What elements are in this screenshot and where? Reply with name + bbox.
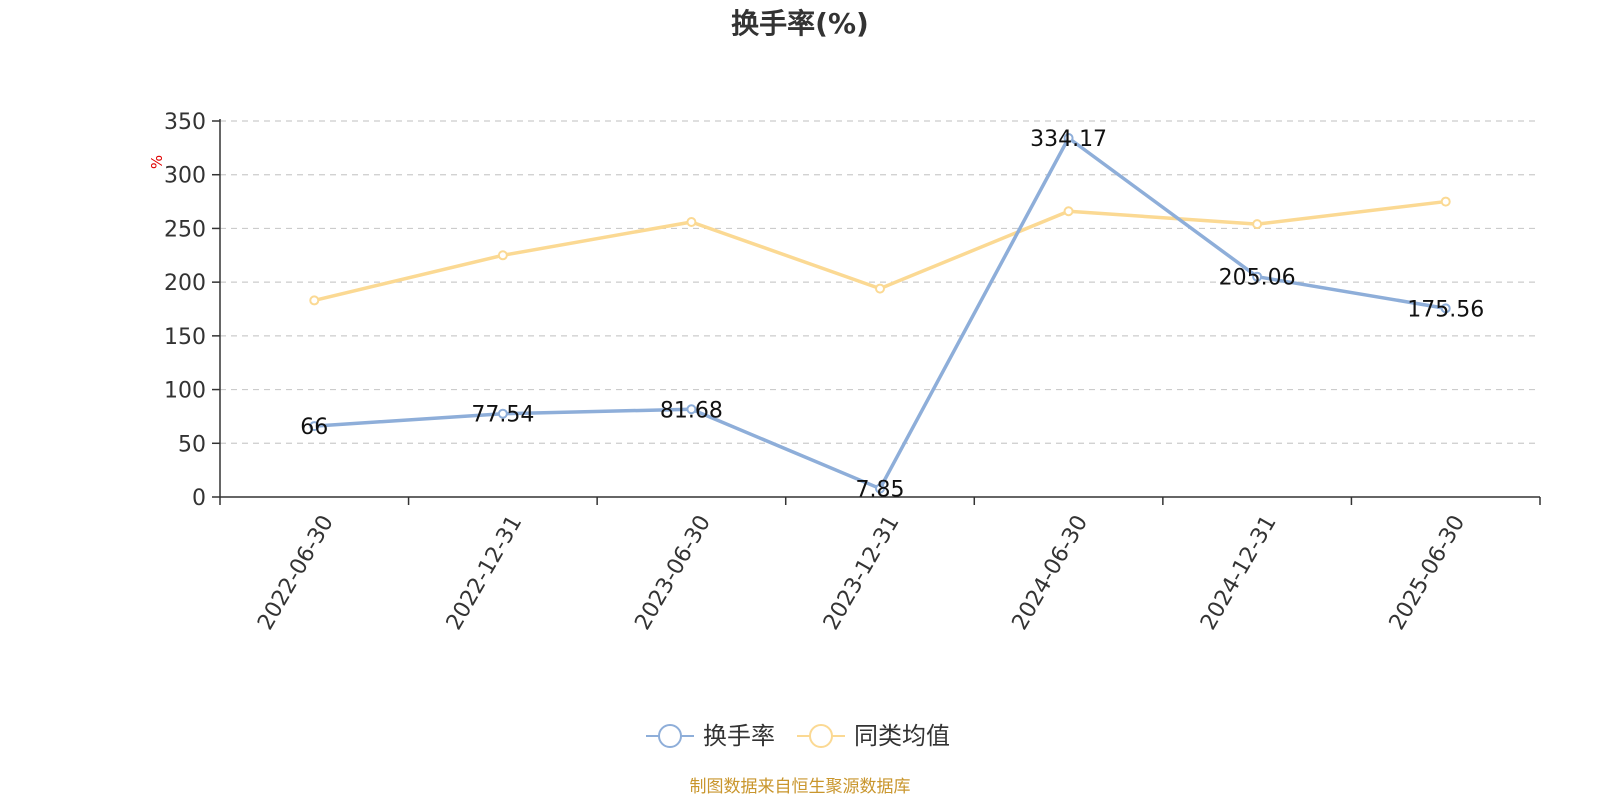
data-label: 66	[300, 415, 328, 440]
data-point-1	[309, 295, 320, 306]
y-tick-label: 0	[192, 486, 206, 511]
axes: 0 50 100 150 200 250 300 350 2022-06-30 2022-12-3…	[164, 110, 1541, 634]
data-point-1	[875, 283, 885, 294]
series-layer: 66 77.54 81.68 7.85 334.17 205.06 175.56	[300, 127, 1484, 503]
data-point-0	[686, 404, 697, 415]
y-tick-label: 150	[164, 325, 206, 350]
data-label: 81.68	[660, 398, 723, 423]
x-tick-label: 2024-12-31	[1196, 511, 1282, 634]
data-point-0	[309, 421, 320, 432]
y-tick-label: 350	[164, 110, 206, 135]
data-label: 205.06	[1219, 266, 1296, 291]
x-tick-label: 2024-06-30	[1008, 511, 1094, 634]
legend[interactable]: 换手率 同类均值	[646, 722, 950, 750]
chart-title: 换手率(%)	[731, 7, 869, 40]
x-tick-label: 2023-06-30	[630, 511, 716, 634]
x-tick-label: 2022-12-31	[442, 511, 528, 634]
data-label: 175.56	[1407, 297, 1484, 322]
x-tick-label: 2022-06-30	[253, 511, 339, 634]
data-point-0	[1440, 303, 1451, 314]
data-point-1	[497, 250, 508, 261]
data-point-1	[1252, 219, 1263, 230]
x-tick-label: 2025-06-30	[1385, 511, 1471, 634]
legend-swatch-marker-0	[658, 724, 682, 748]
legend-label-0: 换手率	[703, 722, 775, 750]
data-point-1	[1440, 196, 1451, 207]
x-tick-label: 2023-12-31	[819, 511, 905, 634]
data-label: 334.17	[1030, 127, 1107, 152]
data-label: 77.54	[471, 403, 534, 428]
data-label: 7.85	[856, 478, 905, 503]
legend-label-1: 同类均值	[854, 722, 950, 750]
data-point-0	[1063, 133, 1074, 144]
legend-swatch-marker-1	[809, 724, 833, 748]
y-tick-label: 300	[164, 164, 206, 189]
data-point-1	[1063, 206, 1074, 217]
series-line-0	[314, 136, 1447, 491]
y-tick-label: 100	[164, 379, 206, 404]
y-tick-label: 50	[178, 432, 206, 457]
source-note: 制图数据来自恒生聚源数据库	[690, 777, 911, 797]
data-point-0	[497, 408, 508, 419]
y-axis-unit: %	[148, 155, 166, 169]
data-point-0	[1252, 271, 1263, 282]
data-point-1	[686, 216, 697, 227]
data-point-0	[875, 483, 885, 494]
y-tick-label: 250	[164, 217, 206, 242]
grid-lines	[220, 120, 1540, 444]
y-tick-label: 200	[164, 271, 206, 296]
